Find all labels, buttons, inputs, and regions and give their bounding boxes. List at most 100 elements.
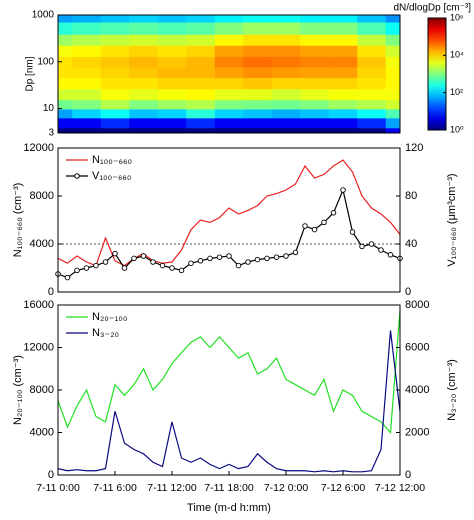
- heat-cell: [186, 56, 216, 68]
- colorbar-label: dN/dlogDp [cm⁻³]: [393, 3, 471, 14]
- x-tick-label: 7-12 0:00: [264, 482, 309, 494]
- series-marker: [150, 259, 156, 265]
- heat-cell: [186, 88, 216, 101]
- heat-cell: [100, 45, 130, 57]
- heat-cell: [129, 88, 159, 101]
- heat-cell: [58, 99, 73, 110]
- heat-cell: [186, 22, 216, 35]
- series-marker: [264, 255, 270, 262]
- series-marker: [64, 274, 71, 281]
- heat-cell: [157, 77, 187, 90]
- heat-cell: [129, 22, 159, 35]
- series-marker: [131, 255, 137, 262]
- heat-cell: [271, 66, 301, 79]
- heat-cell: [214, 117, 244, 129]
- heat-cell: [385, 66, 401, 79]
- heat-cell: [328, 34, 358, 46]
- heat-cell: [214, 45, 244, 57]
- heat-cell: [328, 108, 358, 119]
- heat-cell: [129, 108, 159, 119]
- series-marker: [368, 241, 375, 247]
- heat-cell: [357, 56, 387, 68]
- legend-label: N₁₀₀₋₆₆₀: [92, 154, 132, 166]
- heat-cell: [157, 34, 187, 46]
- series-marker: [235, 262, 242, 269]
- heat-cell: [157, 117, 187, 129]
- heat-cell: [271, 77, 301, 90]
- plot-frame: [57, 147, 401, 293]
- heat-cell: [271, 34, 301, 46]
- legend-marker: [74, 173, 80, 179]
- heat-cell: [58, 77, 73, 90]
- legend-label: N₃₋₂₀: [92, 327, 119, 339]
- x-tick-label: 7-11 18:00: [204, 482, 254, 494]
- heat-cell: [100, 117, 130, 129]
- heat-cell: [328, 127, 358, 134]
- heat-cell: [357, 88, 387, 101]
- heat-cell: [357, 117, 387, 129]
- x-tick-label: 7-12 12:00: [375, 482, 425, 494]
- y2-tick-label: 0: [405, 469, 411, 481]
- heat-cell: [72, 108, 102, 119]
- heat-cell: [100, 108, 130, 119]
- heat-cell: [129, 56, 159, 68]
- heat-cell: [271, 127, 301, 134]
- series-marker: [83, 265, 90, 271]
- heat-cell: [300, 56, 330, 68]
- heat-cell: [328, 117, 358, 129]
- legend-label: N₂₀₋₁₀₀: [92, 311, 127, 323]
- plot-frame: [57, 14, 401, 134]
- heat-cell: [385, 127, 401, 134]
- heat-cell: [243, 108, 273, 119]
- y2-tick-label: 8000: [405, 299, 429, 311]
- heat-cell: [214, 66, 244, 79]
- y-axis-label: N₁₀₀₋₆₆₀ (cm⁻³): [12, 183, 24, 258]
- heat-cell: [72, 22, 102, 35]
- y-tick-label: 16000: [23, 299, 54, 311]
- heat-cell: [72, 99, 102, 110]
- heat-cell: [385, 22, 401, 35]
- y-tick-label: 4000: [30, 238, 54, 250]
- y-tick-label: 12000: [23, 341, 54, 353]
- heat-cell: [271, 15, 301, 23]
- heat-cell: [214, 77, 244, 90]
- heat-cell: [186, 77, 216, 90]
- heat-cell: [214, 88, 244, 101]
- y-tick-label: 8000: [30, 384, 54, 396]
- y2-tick-label: 4000: [405, 384, 429, 396]
- series-marker: [74, 267, 80, 274]
- heat-cell: [129, 15, 159, 23]
- heat-cell: [271, 56, 301, 68]
- series-marker: [178, 267, 185, 274]
- heat-cell: [357, 66, 387, 79]
- series-line: [57, 330, 401, 473]
- series-marker: [387, 252, 394, 258]
- heat-cell: [72, 56, 102, 68]
- heat-cell: [72, 45, 102, 57]
- heat-cell: [186, 66, 216, 79]
- heat-cell: [214, 99, 244, 110]
- series-marker: [378, 247, 384, 253]
- heat-cell: [186, 34, 216, 46]
- heat-cell: [58, 108, 73, 119]
- heat-cell: [100, 77, 130, 90]
- y-tick-label: 0: [48, 286, 54, 298]
- heat-cell: [214, 108, 244, 119]
- heat-cell: [300, 88, 330, 101]
- heat-cell: [243, 56, 273, 68]
- colorbar-tick-label: 10⁴: [450, 50, 464, 60]
- heat-cell: [385, 15, 401, 23]
- heat-cell: [300, 34, 330, 46]
- heat-cell: [214, 127, 244, 134]
- heat-cell: [72, 127, 102, 134]
- heat-cell: [129, 117, 159, 129]
- colorbar-tick-label: 10²: [450, 87, 463, 97]
- heat-cell: [300, 66, 330, 79]
- heat-cell: [157, 66, 187, 79]
- heat-cell: [243, 45, 273, 57]
- heat-cell: [157, 22, 187, 35]
- heat-cell: [385, 77, 401, 90]
- heat-cell: [328, 66, 358, 79]
- y-tick-label: 10: [43, 103, 55, 114]
- heat-cell: [300, 99, 330, 110]
